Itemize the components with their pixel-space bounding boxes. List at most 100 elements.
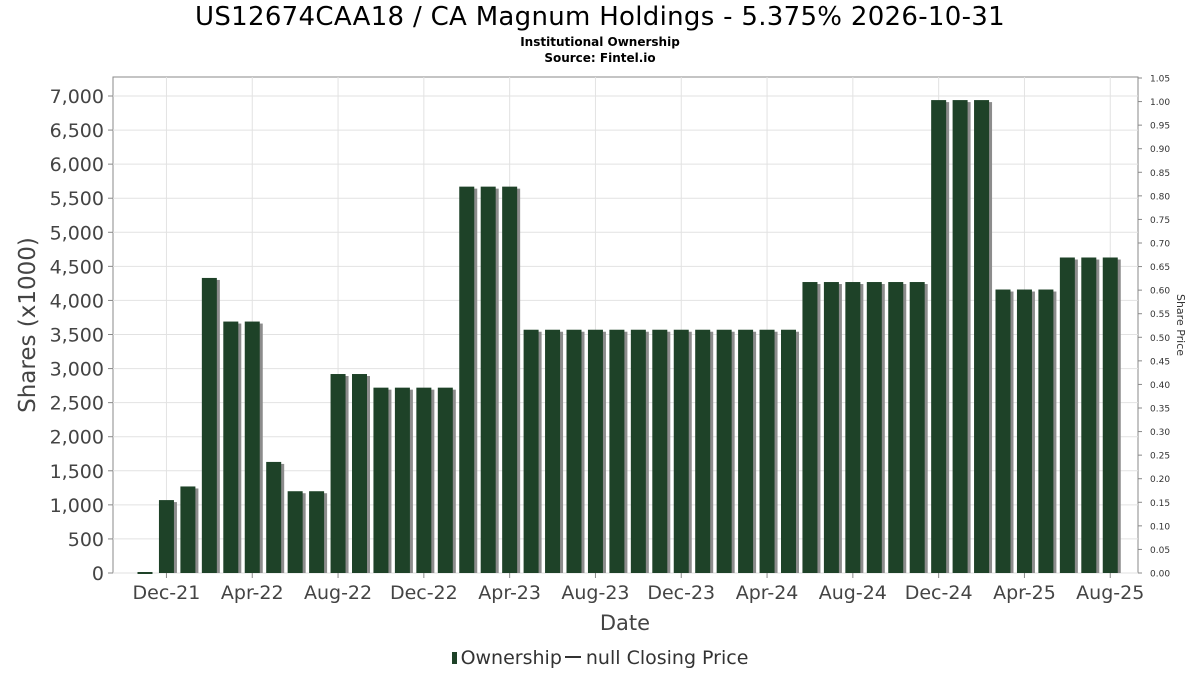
y-tick-label: 6,500 — [50, 120, 104, 142]
chart-legend: Ownership null Closing Price — [0, 647, 1200, 669]
bar — [394, 387, 410, 573]
bar — [287, 491, 303, 573]
closing-price-line-icon — [564, 656, 581, 658]
x-axis-label: Date — [600, 611, 650, 635]
x-tick-label: Dec-21 — [133, 582, 201, 604]
y-tick-label: 1,000 — [50, 495, 104, 517]
x-tick-label: Aug-23 — [561, 582, 629, 604]
bar — [1102, 257, 1118, 573]
y2-tick-label: 0.70 — [1150, 240, 1170, 250]
bar — [802, 282, 818, 573]
y-tick-label: 3,000 — [50, 359, 104, 381]
bar — [673, 329, 689, 573]
bar — [244, 321, 260, 573]
y-tick-label: 1,500 — [50, 461, 104, 483]
bar — [1016, 289, 1032, 573]
y2-tick-label: 0.50 — [1150, 334, 1170, 344]
bar — [652, 329, 668, 573]
bar — [974, 100, 990, 574]
x-tick-label: Apr-23 — [478, 582, 541, 604]
x-tick-label: Apr-24 — [736, 582, 799, 604]
y2-tick-label: 0.05 — [1150, 546, 1170, 556]
bar — [716, 329, 732, 573]
bar — [158, 500, 174, 573]
bar — [1081, 257, 1097, 573]
x-tick-label: Aug-24 — [819, 582, 887, 604]
bar — [587, 329, 603, 573]
x-tick-label: Dec-23 — [647, 582, 715, 604]
y-tick-label: 0 — [92, 563, 104, 585]
ownership-swatch-icon — [451, 652, 457, 664]
bar — [738, 329, 754, 573]
y2-tick-label: 0.75 — [1150, 216, 1170, 226]
bar — [609, 329, 625, 573]
y-tick-label: 7,000 — [50, 86, 104, 108]
y2-tick-label: 0.65 — [1150, 263, 1170, 273]
x-axis: Dec-21 Apr-22 Aug-22 Dec-22 Apr-23 Aug-23 Dec-… — [133, 573, 1144, 604]
y2-tick-label: 0.45 — [1150, 357, 1170, 367]
bar — [223, 321, 239, 573]
bar — [523, 329, 539, 573]
chart-title: US12674CAA18 / CA Magnum Holdings - 5.37… — [195, 2, 1005, 32]
bar — [695, 329, 711, 573]
legend-closing-price: null Closing Price — [585, 647, 749, 669]
bar — [309, 491, 325, 573]
y2-tick-label: 0.60 — [1150, 287, 1170, 297]
y-axis: 0 500 1,000 1,500 2,000 2,500 3,000 3,500 4,000 4… — [50, 86, 113, 585]
bar — [759, 329, 775, 573]
x-tick-label: Dec-22 — [390, 582, 458, 604]
y2-tick-label: 0.20 — [1150, 475, 1170, 485]
x-tick-label: Dec-24 — [905, 582, 973, 604]
y2-tick-label: 0.15 — [1150, 499, 1170, 509]
chart-subtitle: Institutional Ownership — [520, 35, 680, 49]
bar-series — [137, 100, 1121, 574]
bar — [502, 186, 518, 573]
bar — [823, 282, 839, 573]
bar — [1059, 257, 1075, 573]
y2-tick-label: 0.80 — [1150, 192, 1170, 202]
y-tick-label: 3,500 — [50, 325, 104, 347]
y2-tick-label: 1.00 — [1150, 98, 1170, 108]
chart-source: Source: Fintel.io — [544, 51, 656, 65]
y2-axis-label: Share Price — [1174, 294, 1187, 356]
x-tick-label: Aug-25 — [1076, 582, 1144, 604]
y2-tick-label: 1.05 — [1150, 75, 1170, 85]
bar — [545, 329, 561, 573]
y2-axis: 0.00 0.05 0.10 0.15 0.20 0.25 0.30 0.35 0.40 0.45… — [1138, 75, 1170, 580]
bar — [952, 100, 968, 574]
bar — [566, 329, 582, 573]
bar — [330, 374, 346, 573]
x-tick-label: Aug-22 — [304, 582, 372, 604]
bar — [888, 282, 904, 573]
bar — [630, 329, 646, 573]
legend-ownership: Ownership — [460, 647, 562, 669]
y2-tick-label: 0.35 — [1150, 405, 1170, 415]
bar — [931, 100, 947, 574]
x-tick-label: Apr-25 — [993, 582, 1056, 604]
bar — [1038, 289, 1054, 573]
bar — [266, 461, 282, 573]
bar — [373, 387, 389, 573]
y2-tick-label: 0.40 — [1150, 381, 1170, 391]
bar — [180, 486, 196, 573]
bar — [845, 282, 861, 573]
y-tick-label: 6,000 — [50, 154, 104, 176]
y2-tick-label: 0.90 — [1150, 145, 1170, 155]
bar — [480, 186, 496, 573]
y-tick-label: 500 — [68, 529, 104, 551]
y2-tick-label: 0.30 — [1150, 428, 1170, 438]
y2-tick-label: 0.25 — [1150, 452, 1170, 462]
bar — [459, 186, 475, 573]
y2-tick-label: 0.00 — [1150, 570, 1170, 580]
x-tick-label: Apr-22 — [221, 582, 284, 604]
bar — [909, 282, 925, 573]
bar — [416, 387, 432, 573]
y-tick-label: 5,000 — [50, 222, 104, 244]
y2-tick-label: 0.85 — [1150, 169, 1170, 179]
bar — [201, 277, 217, 573]
y-tick-label: 2,000 — [50, 427, 104, 449]
y-tick-label: 2,500 — [50, 393, 104, 415]
y-tick-label: 4,500 — [50, 256, 104, 278]
bar — [781, 329, 796, 573]
